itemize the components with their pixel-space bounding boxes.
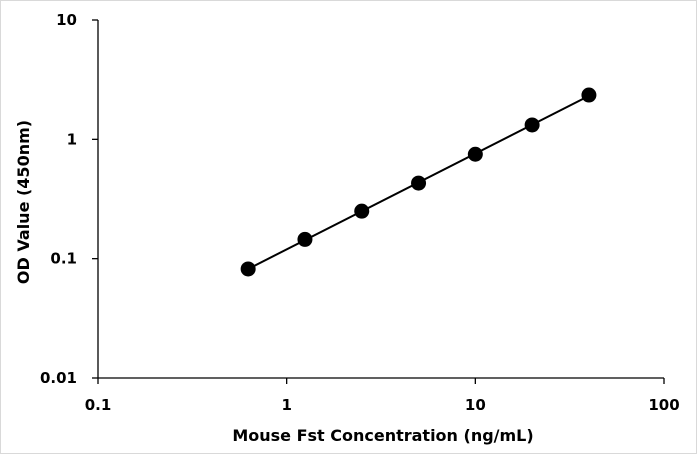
data-point	[297, 231, 313, 247]
y-tick-label: 0.1	[50, 250, 77, 268]
x-axis-title: Mouse Fst Concentration (ng/mL)	[232, 426, 533, 445]
data-points	[240, 87, 597, 277]
y-tick-label: 0.01	[40, 369, 77, 387]
y-tick-label: 1	[67, 130, 77, 148]
x-tick-label: 0.1	[85, 396, 112, 414]
data-point	[411, 175, 427, 191]
tick-labels: 0.01 0.1 1 10 0.1 1 10 100	[40, 11, 680, 414]
data-point	[354, 203, 370, 219]
data-point	[581, 87, 597, 103]
data-point	[240, 261, 256, 277]
x-tick-label: 100	[648, 396, 679, 414]
y-tick-label: 10	[56, 11, 77, 29]
axes	[92, 19, 665, 384]
y-axis-title: OD Value (450nm)	[14, 120, 33, 284]
x-tick-label: 1	[281, 396, 291, 414]
data-point	[467, 146, 483, 162]
data-point	[524, 117, 540, 133]
x-tick-label: 10	[465, 396, 486, 414]
